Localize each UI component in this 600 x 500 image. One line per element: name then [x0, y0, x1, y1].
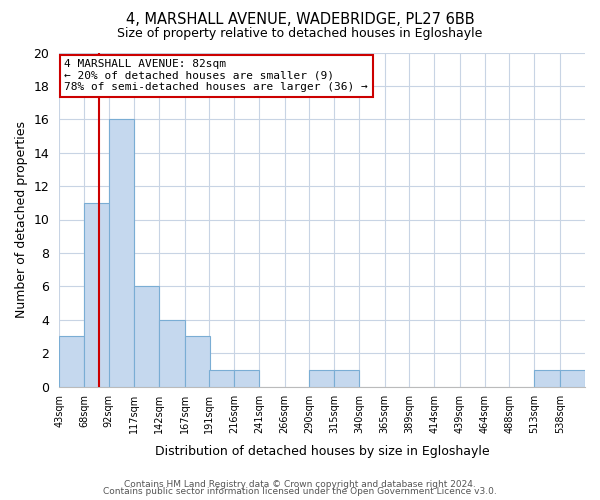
- Text: Contains HM Land Registry data © Crown copyright and database right 2024.: Contains HM Land Registry data © Crown c…: [124, 480, 476, 489]
- Bar: [309, 370, 334, 386]
- Bar: [185, 336, 210, 386]
- Text: Contains public sector information licensed under the Open Government Licence v3: Contains public sector information licen…: [103, 487, 497, 496]
- Text: 4, MARSHALL AVENUE, WADEBRIDGE, PL27 6BB: 4, MARSHALL AVENUE, WADEBRIDGE, PL27 6BB: [125, 12, 475, 28]
- X-axis label: Distribution of detached houses by size in Egloshayle: Distribution of detached houses by size …: [155, 444, 490, 458]
- Y-axis label: Number of detached properties: Number of detached properties: [15, 121, 28, 318]
- Bar: [560, 370, 585, 386]
- Bar: [209, 370, 234, 386]
- Bar: [85, 203, 110, 386]
- Bar: [234, 370, 259, 386]
- Bar: [334, 370, 359, 386]
- Text: Size of property relative to detached houses in Egloshayle: Size of property relative to detached ho…: [118, 28, 482, 40]
- Text: 4 MARSHALL AVENUE: 82sqm
← 20% of detached houses are smaller (9)
78% of semi-de: 4 MARSHALL AVENUE: 82sqm ← 20% of detach…: [64, 59, 368, 92]
- Bar: [59, 336, 85, 386]
- Bar: [134, 286, 159, 386]
- Bar: [535, 370, 560, 386]
- Bar: [109, 120, 134, 386]
- Bar: [159, 320, 185, 386]
